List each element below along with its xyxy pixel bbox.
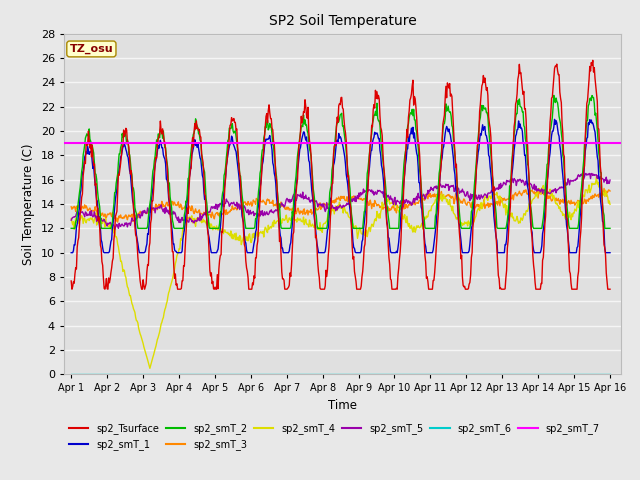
X-axis label: Time: Time [328,399,357,412]
Text: TZ_osu: TZ_osu [70,44,113,54]
Y-axis label: Soil Temperature (C): Soil Temperature (C) [22,143,35,265]
Title: SP2 Soil Temperature: SP2 Soil Temperature [269,14,416,28]
Legend: sp2_Tsurface, sp2_smT_1, sp2_smT_2, sp2_smT_3, sp2_smT_4, sp2_smT_5, sp2_smT_6, : sp2_Tsurface, sp2_smT_1, sp2_smT_2, sp2_… [69,423,600,450]
